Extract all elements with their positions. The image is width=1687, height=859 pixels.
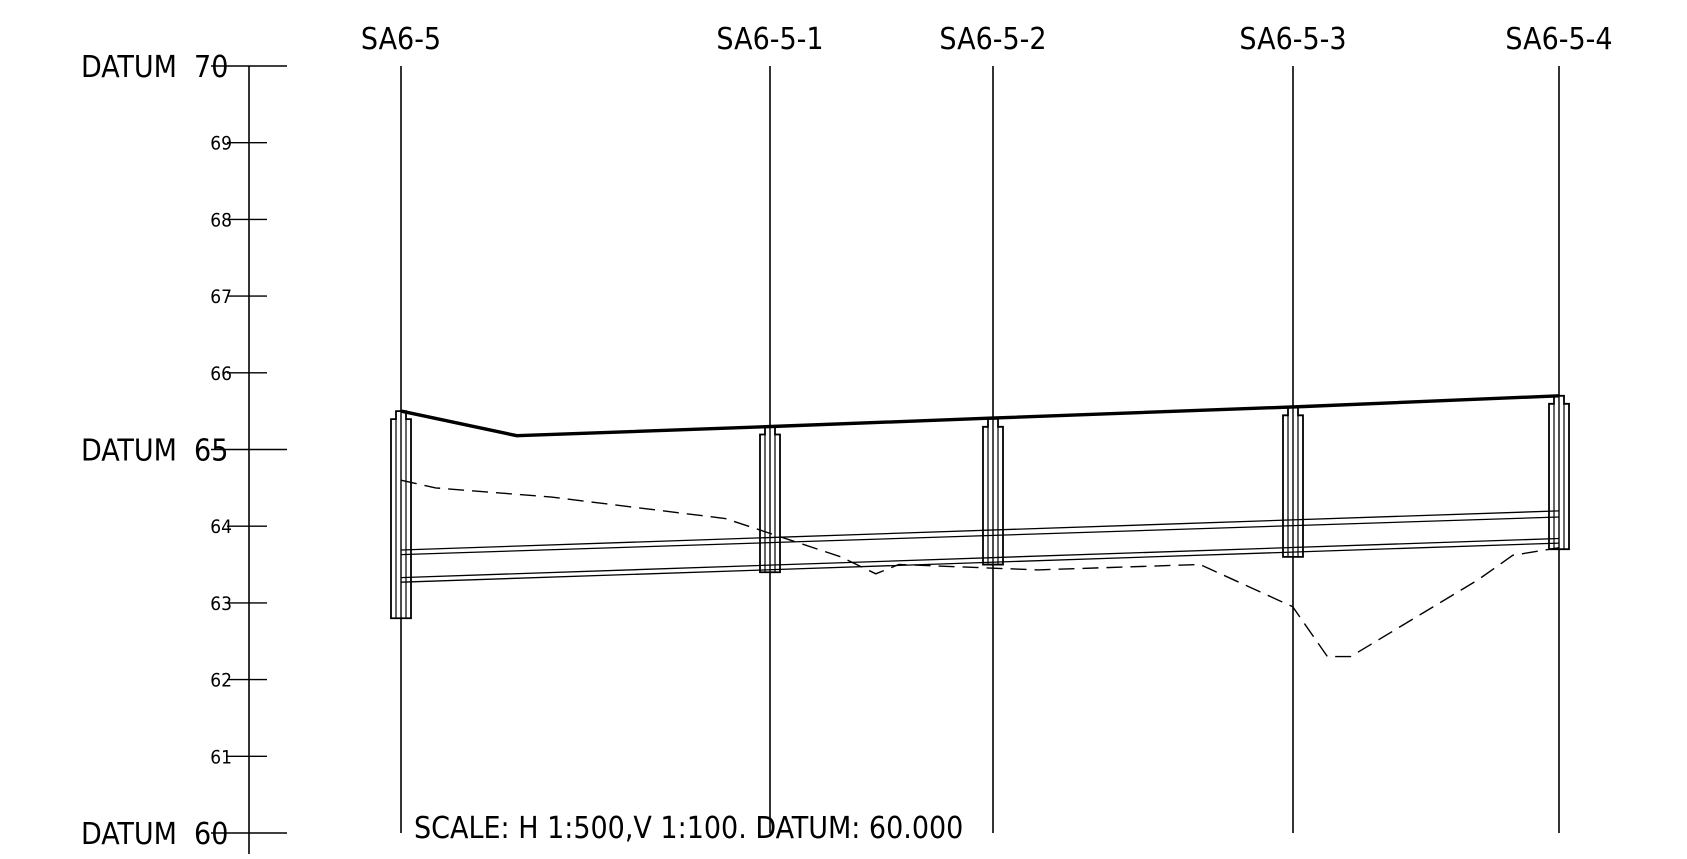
pipe-top-line	[400, 510, 1560, 551]
existing-ground-dashed-line	[400, 479, 1560, 658]
station-label: SA6-5-2	[939, 22, 1046, 57]
station-5: SA6-5-4	[1505, 22, 1613, 833]
minor-label: 69	[210, 133, 232, 155]
station-1: SA6-5	[361, 22, 441, 833]
minor-label: 64	[210, 516, 232, 538]
station-4: SA6-5-3	[1239, 22, 1347, 833]
station-2: SA6-5-1	[716, 22, 824, 833]
elevation-axis: DATUM 70 DATUM 65 DATUM 60 69 68 67 66 64 63 62 61	[81, 50, 287, 859]
station-label: SA6-5	[361, 22, 441, 57]
profile-lines	[400, 394, 1560, 658]
station-label: SA6-5-4	[1505, 22, 1612, 57]
station-3: SA6-5-2	[939, 22, 1047, 833]
pipe-top-inner-line	[400, 516, 1560, 556]
finished-grade-line	[400, 394, 1560, 438]
minor-label: 63	[210, 593, 232, 615]
pipe-bottom-inner-line	[400, 542, 1560, 583]
major-label: DATUM 65	[81, 434, 228, 469]
minor-label: 67	[210, 286, 232, 308]
minor-label: 66	[210, 363, 232, 385]
minor-label: 61	[210, 746, 232, 768]
station-label: SA6-5-1	[716, 22, 823, 57]
minor-label: 62	[210, 670, 232, 692]
scale-note: SCALE: H 1:500,V 1:100. DATUM: 60.000	[414, 811, 963, 846]
station-label: SA6-5-3	[1239, 22, 1346, 57]
station-markers: SA6-5 SA6-5-1 SA6-5-2 SA6-5-3 SA6-5-4	[361, 22, 1613, 833]
major-label: DATUM 60	[81, 817, 228, 852]
major-label: DATUM 70	[81, 50, 228, 85]
minor-label: 68	[210, 209, 232, 231]
pipe-bottom-line	[400, 537, 1560, 579]
